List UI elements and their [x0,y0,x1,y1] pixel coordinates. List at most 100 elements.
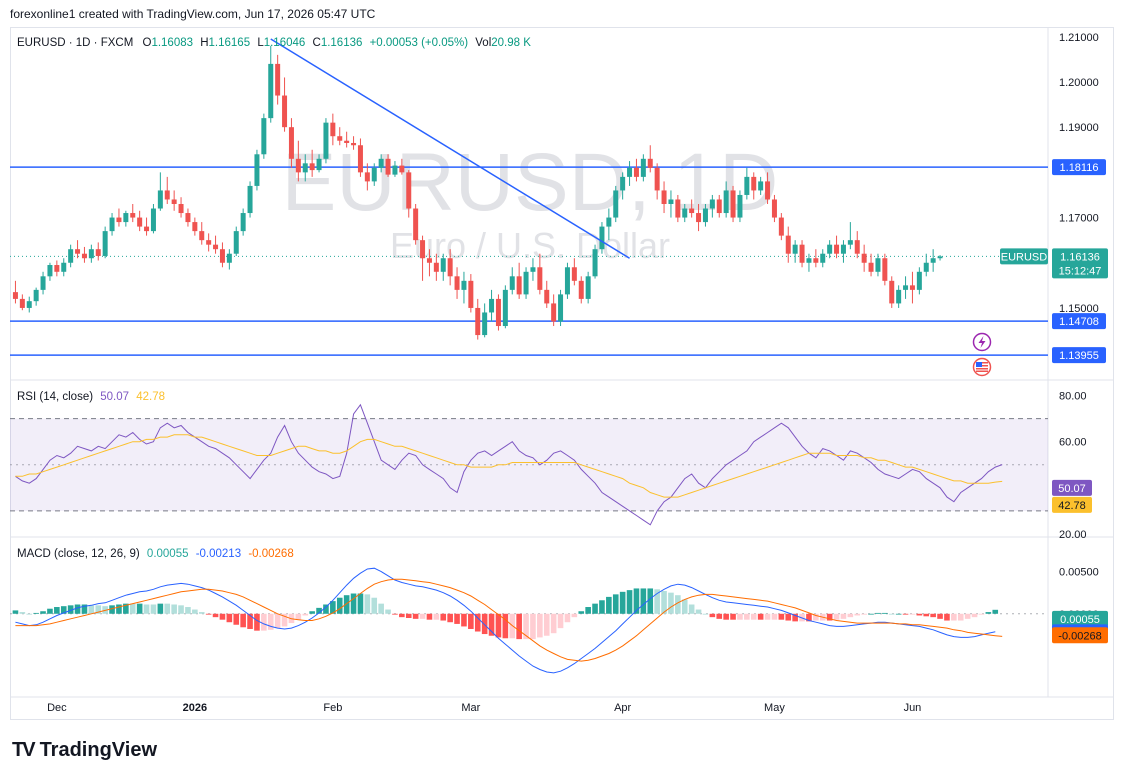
macd-histogram-bar [571,613,578,618]
macd-histogram-bar [219,613,226,620]
candle-body [323,122,329,159]
macd-histogram-bar [944,613,950,621]
macd-histogram-bar [902,613,909,615]
macd-histogram-bar [916,613,923,616]
rsi-panel: 80.00 60.00 20.00 50.07 42.78 [10,391,1092,541]
level-badge-label: 1.13955 [1059,350,1099,362]
macd-histogram-bar [336,597,343,614]
candle-body [337,136,343,141]
macd-histogram-bar [840,613,847,619]
macd-histogram-bar [95,605,102,614]
price-tick-label: 1.20000 [1059,77,1099,89]
macd-histogram-bar [378,603,384,614]
macd-histogram-bar [909,613,916,615]
candle-body [12,292,18,299]
candle-body [378,158,384,168]
candle-body [661,190,667,204]
trendline[interactable] [270,38,630,259]
macd-histogram-bar [81,604,88,614]
macd-histogram-bar [495,613,502,638]
macd-legend: MACD (close, 12, 26, 9) 0.00055 -0.00213… [17,548,294,560]
macd-histogram-bar [668,592,674,614]
macd-histogram-bar [757,613,764,620]
candle-body [564,267,570,295]
macd-histogram-bar [67,605,74,614]
candle-body [226,253,232,263]
candle-body [723,190,729,214]
candle-body [351,142,357,146]
candle-body [426,258,432,263]
macd-histogram-bar [399,613,405,618]
macd-histogram-bar [826,613,833,621]
horizontal-levels[interactable]: 1.18116 1.14708 1.13955 EURUSD 1.16136 15:12:… [10,159,1108,364]
macd-histogram-bar [937,613,943,619]
level-badge [1052,347,1106,364]
candle-body [937,256,943,259]
macd-histogram-bar [143,604,150,614]
macd-histogram-bar [502,613,509,639]
lightning-icon[interactable] [972,332,992,352]
candle-body [654,167,660,191]
candle-body [302,163,308,173]
macd-histogram-bar [888,613,895,615]
candle-body [896,289,902,304]
candle-body [730,190,736,218]
macd-histogram-bar [606,596,612,614]
trendline-line[interactable] [270,38,630,259]
candle-body [61,262,67,272]
macd-histogram-bar [440,613,447,621]
candles [12,45,943,340]
candle-body [620,176,626,191]
candle-body [502,289,508,327]
macd-histogram-bar [771,613,778,620]
macd-hist-badge [1052,610,1108,627]
macd-histogram-bar [847,613,854,618]
rsi-badge-label: 50.07 [1058,483,1086,495]
watermark-ticker: EURUSD, 1D [282,137,779,228]
candle-body [751,176,757,191]
macd-signal-value: -0.00268 [248,548,293,560]
macd-histogram-bar [350,593,357,614]
macd-histogram-bar [60,606,67,614]
macd-histogram-bar [661,590,667,614]
legend-change: +0.00053 (+0.05%) [370,37,469,49]
macd-histogram-bar [923,613,930,617]
candle-body [696,213,702,223]
rsi-value: 50.07 [100,391,129,403]
time-axis-label: 2026 [183,702,207,714]
candle-body [68,249,74,263]
us-flag-icon[interactable] [972,357,992,377]
candle-body [420,240,426,259]
candle-body [737,194,743,218]
candle-body [40,276,46,290]
macd-histogram-bar [212,613,219,618]
macd-histogram-bar [488,613,495,636]
macd-histogram-bar [364,594,371,614]
macd-histogram-bar [875,612,881,614]
macd-histogram-bar [543,613,550,636]
candle-body [316,158,322,171]
candle-body [247,185,253,214]
macd-histogram-bar [385,609,391,614]
candle-body [544,289,550,304]
candle-body [516,276,522,295]
candle-body [150,208,156,232]
macd-histogram-bar [626,590,633,614]
rsi-tick-label: 60.00 [1059,437,1087,449]
symbol-badge-label: EURUSD [1001,251,1048,263]
macd-histogram-bar [764,613,771,620]
candle-body [157,190,163,209]
macd-signal-badge-label: -0.00268 [1058,630,1101,642]
candle-body [295,158,301,173]
macd-histogram-bar [530,613,536,640]
candle-body [123,213,129,223]
rsi-line [15,403,1003,526]
macd-histogram-bar [302,613,309,616]
macd-line-value: -0.00213 [196,548,241,560]
macd-histogram-bar [116,604,122,614]
macd-histogram-bar [633,588,640,614]
candle-body [109,217,115,232]
tradingview-brand[interactable]: TV TradingView [12,739,157,762]
macd-histogram-bar [247,613,253,629]
